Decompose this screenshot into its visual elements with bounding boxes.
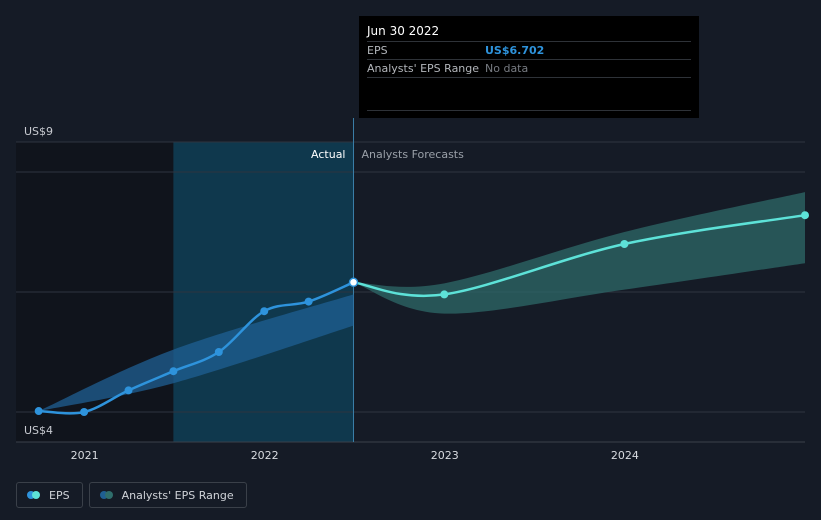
- eps-point-forecast-3: [801, 211, 809, 220]
- legend-eps-label: EPS: [49, 488, 70, 502]
- tooltip-eps-value: US$6.702: [485, 44, 545, 57]
- tooltip-range-value: No data: [485, 62, 529, 75]
- x-tick-label-2023: 2023: [431, 449, 459, 462]
- y-axis-top-label: US$9: [24, 125, 53, 138]
- x-tick-label-2021: 2021: [71, 449, 99, 462]
- tooltip-eps-label: EPS: [367, 44, 388, 57]
- range-band-forecast: [353, 192, 805, 314]
- hover-tooltip: Jun 30 2022 EPS US$6.702 Analysts' EPS R…: [359, 16, 699, 118]
- eps-point-actual-4: [214, 348, 223, 356]
- tooltip-spacer: [367, 77, 691, 111]
- tooltip-date: Jun 30 2022: [367, 24, 440, 38]
- legend-eps-swatch-icon: [27, 491, 41, 499]
- eps-point-forecast-2: [620, 240, 629, 248]
- legend-range-swatch-icon: [99, 491, 114, 499]
- legend-item-eps[interactable]: EPS: [16, 482, 83, 508]
- x-tick-label-2022: 2022: [251, 449, 279, 462]
- eps-point-actual-7: [348, 277, 359, 288]
- x-tick-label-2024: 2024: [611, 449, 639, 462]
- tooltip-row-range: Analysts' EPS Range No data: [367, 59, 691, 78]
- eps-point-actual-1: [80, 408, 89, 416]
- eps-point-actual-2: [124, 386, 133, 395]
- tooltip-row-eps: EPS US$6.702: [367, 41, 691, 60]
- eps-line-forecast: [353, 213, 806, 298]
- y-axis-bottom-label: US$4: [24, 424, 53, 437]
- eps-point-forecast-1: [440, 290, 449, 299]
- eps-point-actual-0: [34, 407, 43, 416]
- forecast-section-label: Analysts Forecasts: [362, 148, 465, 161]
- range-band-actual: [38, 294, 354, 412]
- tooltip-range-label: Analysts' EPS Range: [367, 62, 480, 75]
- eps-point-actual-5: [260, 307, 269, 316]
- actual-section-label: Actual: [311, 148, 345, 161]
- legend-range-label: Analysts' EPS Range: [121, 488, 234, 502]
- chart-legend: EPS Analysts' EPS Range: [16, 482, 247, 508]
- eps-point-actual-6: [304, 297, 313, 306]
- legend-item-range[interactable]: Analysts' EPS Range: [88, 482, 247, 508]
- eps-point-actual-3: [169, 367, 178, 376]
